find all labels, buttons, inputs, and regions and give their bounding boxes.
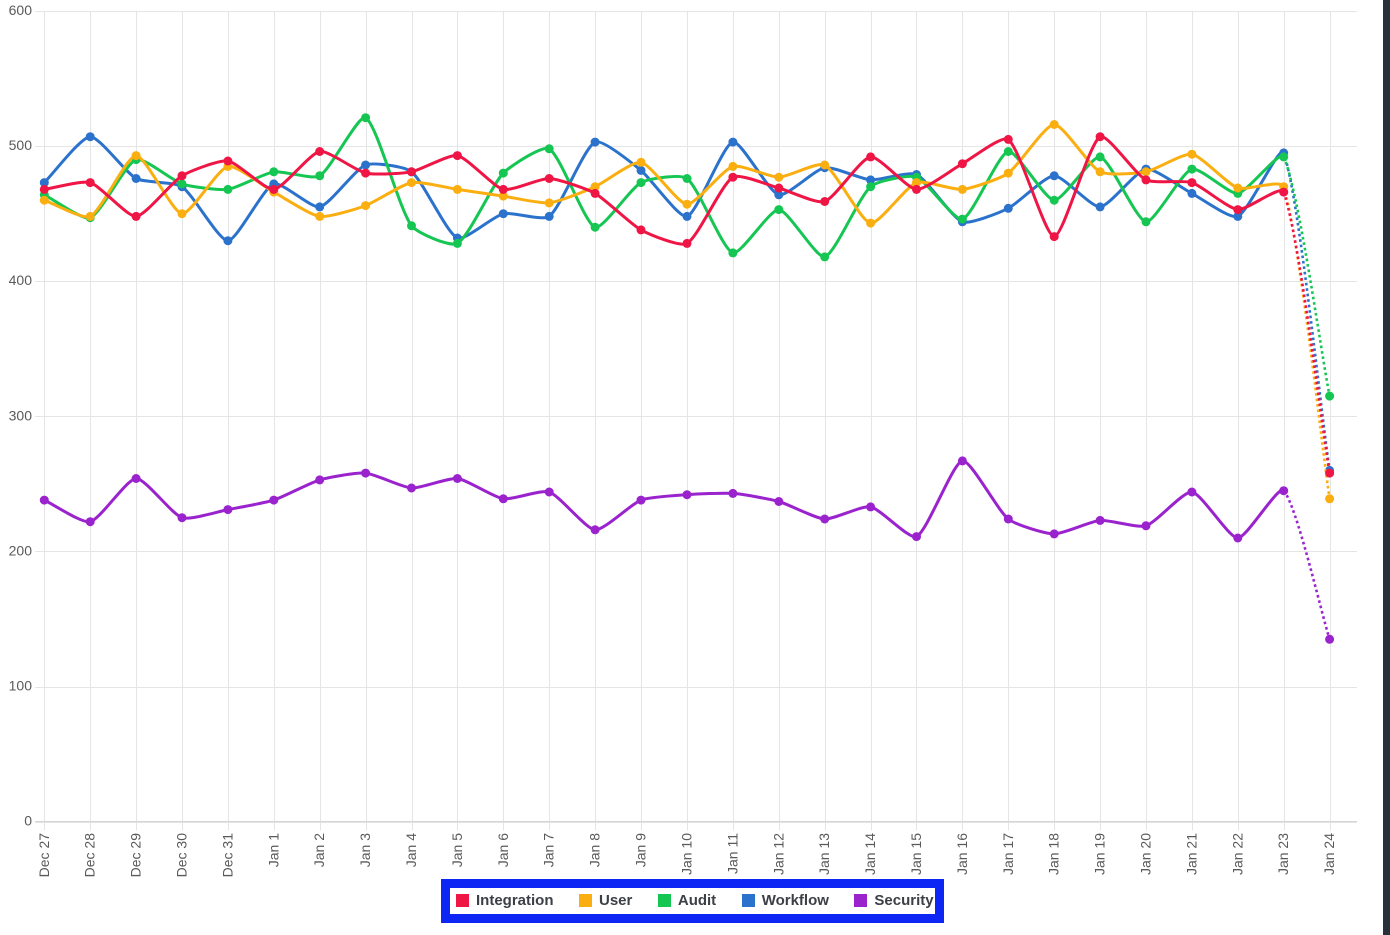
svg-text:200: 200	[9, 543, 33, 559]
svg-text:Jan 19: Jan 19	[1092, 833, 1108, 875]
svg-text:Jan 24: Jan 24	[1321, 833, 1337, 875]
svg-text:Jan 7: Jan 7	[541, 833, 557, 867]
svg-text:Jan 9: Jan 9	[633, 833, 649, 867]
svg-text:Jan 13: Jan 13	[816, 833, 832, 875]
svg-text:Jan 11: Jan 11	[724, 833, 740, 874]
svg-text:0: 0	[24, 813, 32, 829]
svg-text:Jan 1: Jan 1	[265, 833, 281, 867]
svg-text:Jan 15: Jan 15	[908, 833, 924, 875]
svg-text:Jan 3: Jan 3	[357, 833, 373, 867]
svg-text:Jan 8: Jan 8	[587, 833, 603, 867]
svg-text:Jan 14: Jan 14	[862, 833, 878, 875]
svg-text:Jan 18: Jan 18	[1046, 833, 1062, 875]
svg-text:Jan 4: Jan 4	[403, 833, 419, 867]
svg-text:400: 400	[9, 272, 33, 288]
svg-text:300: 300	[9, 407, 33, 423]
svg-text:Jan 6: Jan 6	[495, 833, 511, 867]
svg-text:Jan 5: Jan 5	[449, 833, 465, 867]
svg-text:Dec 28: Dec 28	[82, 833, 98, 878]
svg-text:Jan 10: Jan 10	[679, 833, 695, 875]
svg-text:Dec 30: Dec 30	[174, 833, 190, 878]
svg-text:Jan 17: Jan 17	[1000, 833, 1016, 875]
svg-text:Jan 16: Jan 16	[954, 833, 970, 875]
svg-text:100: 100	[9, 678, 33, 694]
svg-text:Jan 23: Jan 23	[1275, 833, 1291, 875]
svg-text:Jan 20: Jan 20	[1138, 833, 1154, 875]
svg-text:Jan 21: Jan 21	[1183, 833, 1199, 875]
svg-text:500: 500	[9, 137, 33, 153]
svg-text:Jan 22: Jan 22	[1229, 833, 1245, 875]
svg-text:Jan 12: Jan 12	[770, 833, 786, 875]
svg-text:Jan 2: Jan 2	[311, 833, 327, 867]
svg-text:Dec 27: Dec 27	[36, 833, 52, 878]
svg-text:Dec 29: Dec 29	[128, 833, 144, 878]
svg-text:600: 600	[9, 2, 33, 18]
svg-text:Dec 31: Dec 31	[219, 833, 235, 878]
